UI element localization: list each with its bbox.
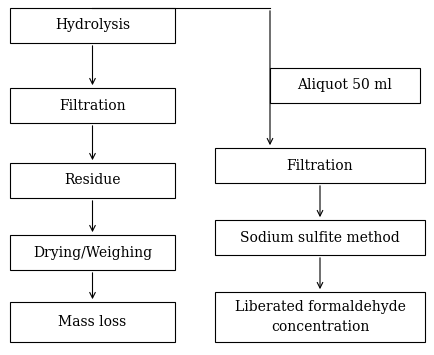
Text: Mass loss: Mass loss bbox=[59, 315, 127, 329]
Text: Sodium sulfite method: Sodium sulfite method bbox=[240, 230, 400, 245]
Text: Aliquot 50 ml: Aliquot 50 ml bbox=[298, 78, 392, 93]
Text: Hydrolysis: Hydrolysis bbox=[55, 18, 130, 33]
Bar bbox=[10, 302, 175, 342]
Bar bbox=[215, 292, 425, 342]
Bar bbox=[10, 88, 175, 123]
Text: Residue: Residue bbox=[64, 174, 121, 187]
Text: Filtration: Filtration bbox=[287, 158, 353, 173]
Bar bbox=[10, 163, 175, 198]
Text: Drying/Weighing: Drying/Weighing bbox=[33, 246, 152, 260]
Text: Filtration: Filtration bbox=[59, 98, 126, 113]
Bar bbox=[270, 68, 420, 103]
Bar bbox=[10, 235, 175, 270]
Bar bbox=[215, 148, 425, 183]
Text: Liberated formaldehyde
concentration: Liberated formaldehyde concentration bbox=[234, 300, 405, 334]
Bar bbox=[215, 220, 425, 255]
Bar bbox=[10, 8, 175, 43]
